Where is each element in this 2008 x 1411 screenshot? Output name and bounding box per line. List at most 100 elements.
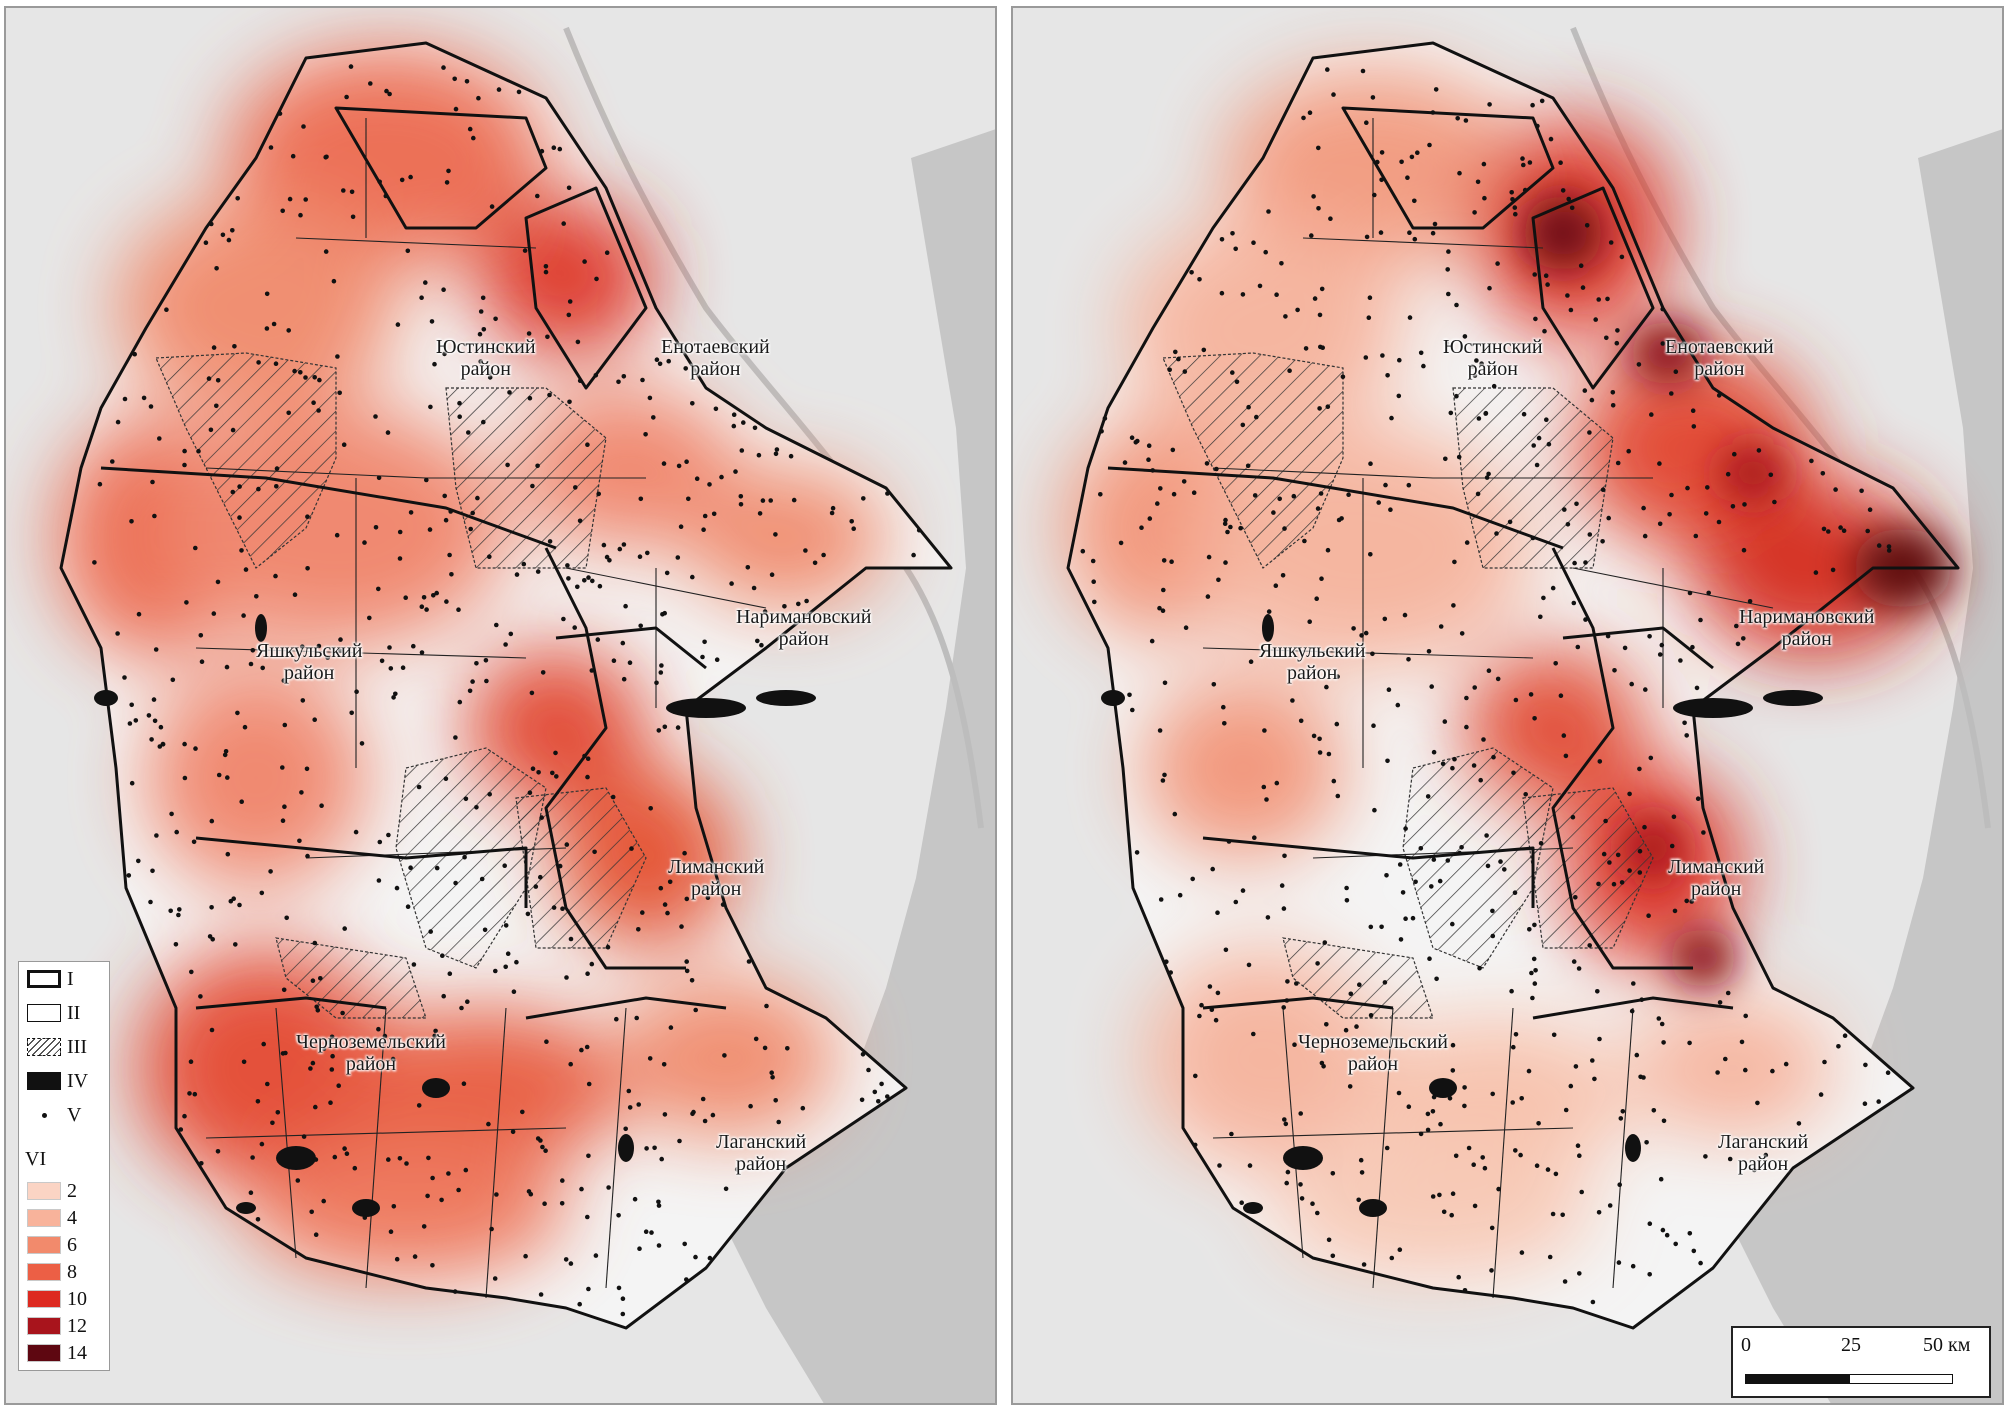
density-hotspots [1523, 195, 1953, 988]
settlement-dot [1647, 1221, 1653, 1226]
settlement-dot [1430, 110, 1436, 115]
map-panel-right: Юстинский район Енотаевский район Нарима… [1011, 6, 2004, 1405]
settlement-dot [148, 404, 154, 409]
settlement-dot [543, 269, 549, 275]
settlement-dot [1612, 668, 1617, 673]
settlement-dot [1347, 1084, 1353, 1089]
settlement-dot [243, 567, 249, 572]
settlement-dot [1809, 458, 1814, 464]
settlement-dot [419, 604, 425, 609]
settlement-dot [362, 1215, 368, 1220]
settlement-dot [1221, 704, 1226, 710]
settlement-dot [911, 552, 916, 558]
settlement-dot [1371, 723, 1376, 728]
settlement-dot [1618, 1116, 1624, 1121]
settlement-dot [1277, 496, 1282, 502]
settlement-dot [1587, 943, 1592, 948]
settlement-dot [1563, 1107, 1569, 1113]
settlement-dot [702, 1118, 708, 1124]
settlement-dot [675, 725, 681, 730]
settlement-dot [643, 432, 648, 437]
settlement-dot [1157, 605, 1162, 611]
settlement-dot [627, 1105, 633, 1110]
settlement-dot [1642, 824, 1647, 830]
settlement-dot [1519, 1096, 1524, 1101]
settlement-dot [1566, 196, 1571, 202]
settlement-dot [1406, 1104, 1412, 1109]
region-label-chernozemelsky: Черноземельский район [296, 1031, 446, 1075]
settlement-dot [110, 459, 115, 464]
settlement-dot [1158, 897, 1164, 902]
legend-density-swatch [27, 1236, 61, 1254]
settlement-dot [1646, 913, 1651, 918]
settlement-dot [215, 1149, 221, 1154]
settlement-dot [505, 951, 511, 956]
settlement-dot [1364, 120, 1369, 125]
settlement-dot [1348, 991, 1354, 997]
settlement-dot [1356, 1197, 1361, 1203]
settlement-dot [254, 594, 259, 599]
settlement-dot [1531, 956, 1537, 962]
settlement-dot [173, 942, 179, 947]
settlement-dot [568, 1061, 573, 1067]
settlement-dot [338, 637, 343, 642]
settlement-dot [1395, 702, 1401, 708]
settlement-dot [150, 479, 155, 485]
settlement-dot [563, 1257, 569, 1262]
settlement-dot [1476, 416, 1482, 421]
settlement-dot [1600, 487, 1606, 493]
settlement-dot [1530, 995, 1535, 1001]
settlement-dot [705, 895, 711, 900]
settlement-dot [397, 1156, 403, 1161]
settlement-dot [1475, 179, 1481, 185]
settlement-dot [684, 1277, 689, 1282]
settlement-dot [662, 1112, 668, 1117]
settlement-dot [1630, 1263, 1636, 1269]
settlement-dot [643, 1229, 649, 1234]
settlement-dot [700, 1096, 706, 1102]
settlement-dot [1575, 1143, 1581, 1148]
settlement-dot [215, 579, 221, 585]
settlement-dot [1725, 471, 1731, 477]
settlement-dot [1459, 845, 1464, 850]
settlement-dot [1649, 412, 1654, 417]
settlement-dot [553, 750, 558, 756]
region-label-enotaevsky: Енотаевский район [661, 336, 770, 380]
legend-label: II [67, 1002, 81, 1024]
settlement-dot [350, 214, 356, 220]
settlement-dot [1317, 312, 1323, 318]
settlement-dot [1532, 716, 1537, 721]
settlement-dot [488, 370, 493, 375]
legend-swatch [27, 1038, 61, 1056]
settlement-dot [1223, 517, 1228, 523]
settlement-dot [303, 197, 309, 202]
settlement-dot [567, 399, 572, 405]
settlement-dot [557, 863, 563, 869]
settlement-dot [1695, 796, 1701, 801]
settlement-dot [182, 775, 188, 781]
settlement-dot [1360, 68, 1366, 74]
settlement-dot [1230, 231, 1235, 236]
legend-label: IV [67, 1070, 89, 1092]
settlement-dot [543, 1148, 548, 1153]
settlement-dot [620, 1296, 626, 1301]
settlement-dot [1629, 681, 1634, 687]
settlement-dot [1622, 645, 1628, 651]
settlement-dot [1648, 755, 1654, 761]
settlement-dot [342, 1146, 347, 1151]
settlement-dot [1150, 468, 1155, 473]
settlement-dot [209, 905, 214, 910]
settlement-dot [1886, 544, 1892, 549]
settlement-dot [222, 752, 228, 758]
settlement-dot [1389, 1255, 1395, 1261]
settlement-dot [1631, 981, 1636, 986]
settlement-dot [851, 526, 856, 531]
settlement-dot [487, 792, 493, 797]
settlement-dot [651, 415, 656, 420]
settlement-dot [1589, 397, 1595, 403]
settlement-dot [208, 427, 214, 433]
settlement-dot [486, 1121, 491, 1127]
settlement-dot [1368, 924, 1374, 930]
settlement-dot [526, 331, 532, 336]
settlement-dot [1389, 415, 1394, 421]
